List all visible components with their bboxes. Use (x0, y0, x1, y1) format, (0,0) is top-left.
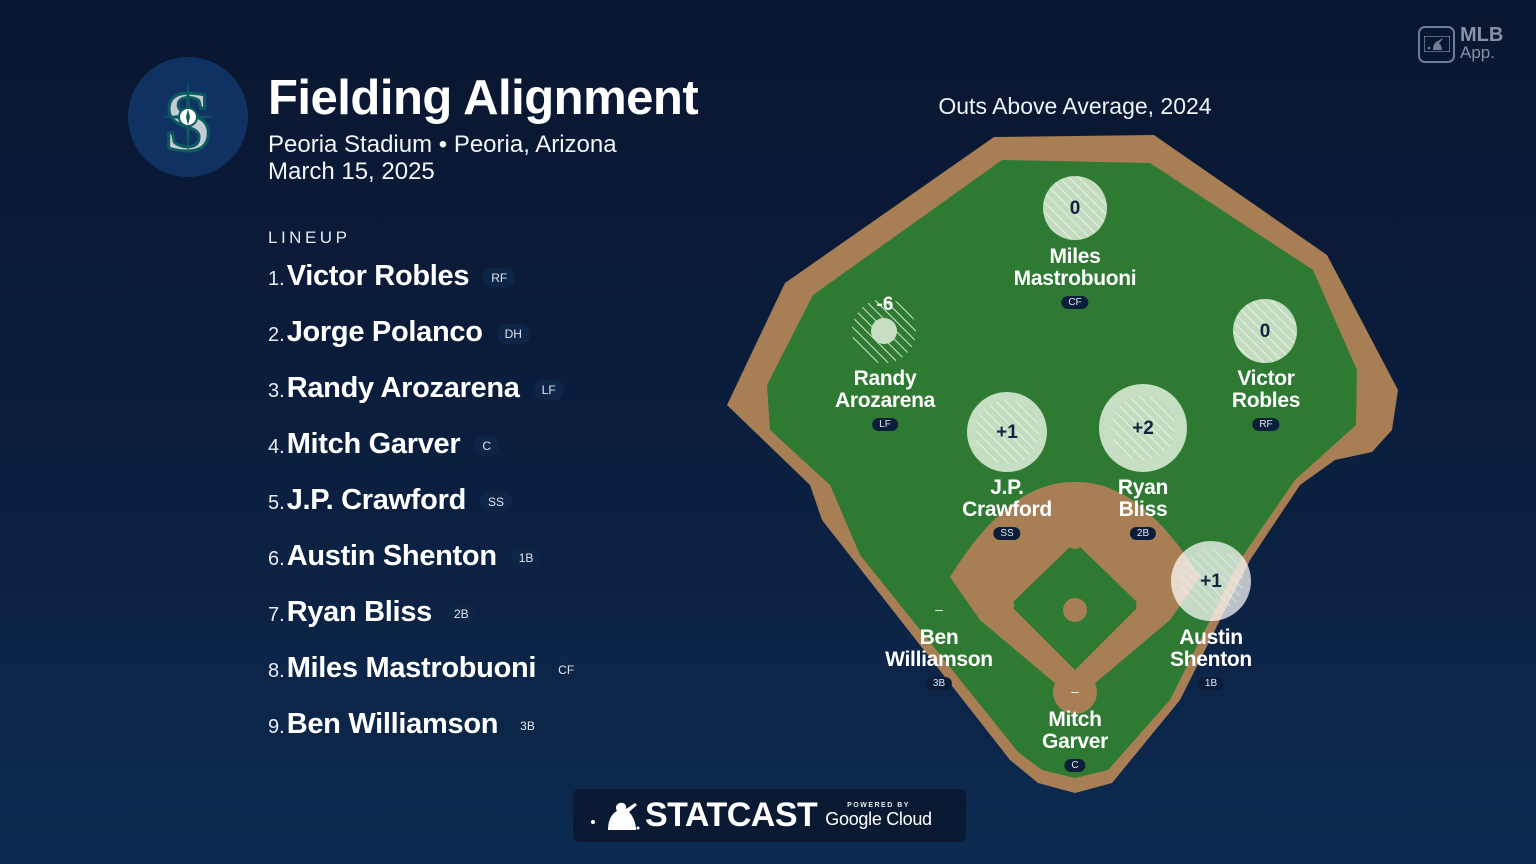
oaa-value-ss: +1 (996, 422, 1018, 443)
team-logo: S (128, 57, 248, 177)
oaa-value-c: – (1071, 683, 1079, 699)
oaa-value-1b: +1 (1200, 571, 1222, 592)
position-badge: 1B (510, 548, 542, 568)
oaa-value-2b: +2 (1132, 418, 1154, 439)
oaa-value-cf: 0 (1069, 198, 1081, 219)
field-player-3b: Ben Williamson (885, 626, 993, 671)
position-badge: LF (533, 380, 564, 400)
batting-order: 4. (268, 436, 285, 458)
lineup-item: 6. Austin Shenton 1B (268, 540, 542, 580)
player-name: Ben Williamson (286, 708, 499, 740)
app-text: App. (1460, 43, 1495, 62)
player-name: Randy Arozarena (286, 372, 520, 404)
batting-order: 9. (268, 716, 285, 738)
position-badge: C (474, 436, 500, 456)
date-text: March 15, 2025 (268, 158, 435, 185)
batting-order: 8. (268, 660, 285, 682)
pitchers-mound (1063, 598, 1087, 622)
player-name: Austin Shenton (286, 540, 497, 572)
mlb-app-logo: MLB App. (1418, 25, 1503, 63)
oaa-value-lf: -6 (876, 294, 894, 315)
powered-by-text: POWERED BY (847, 801, 910, 809)
position-badge: DH (496, 324, 530, 344)
batting-order: 3. (268, 380, 285, 402)
position-badge: CF (550, 660, 583, 680)
lineup-item: 1. Victor Robles RF (268, 260, 516, 300)
player-name: Victor Robles (286, 260, 470, 292)
oaa-title: Outs Above Average, 2024 (938, 93, 1212, 119)
lineup-item: 8. Miles Mastrobuoni CF (268, 652, 583, 692)
field-player-cf: Miles Mastrobuoni (1013, 245, 1137, 290)
mlb-text: MLB (1460, 24, 1504, 46)
field-player-ss: J.P. Crawford (962, 476, 1052, 521)
field-pos-c: C (1064, 759, 1086, 772)
player-name: Mitch Garver (286, 428, 461, 460)
oaa-marker-cf (1043, 176, 1107, 240)
mlb-batter-icon (1418, 25, 1455, 63)
position-badge: RF (483, 268, 516, 288)
mlb-batter-icon (608, 802, 640, 830)
field-player-c: Mitch Garver (1042, 708, 1108, 753)
field-pos-ss: SS (993, 527, 1021, 540)
position-badge: SS (479, 492, 512, 512)
lineup-item: 2. Jorge Polanco DH (268, 316, 530, 356)
home-plate-area (1053, 670, 1097, 714)
batting-order: 1. (268, 268, 285, 290)
venue-text: Peoria Stadium • Peoria, Arizona (268, 131, 617, 158)
lineup-item: 7. Ryan Bliss 2B (268, 596, 477, 636)
lineup-header: LINEUP (268, 228, 351, 247)
player-name: Miles Mastrobuoni (286, 652, 537, 684)
field-pos-2b: 2B (1129, 527, 1157, 540)
lineup-item: 3. Randy Arozarena LF (268, 372, 564, 412)
position-badge: 3B (512, 716, 543, 736)
field-player-lf: Randy Arozarena (834, 367, 936, 412)
position-badge: 2B (445, 604, 477, 624)
field-pos-3b: 3B (925, 677, 953, 690)
batting-order: 2. (268, 324, 285, 346)
lineup-item: 9. Ben Williamson 3B (268, 708, 543, 748)
player-name: J.P. Crawford (286, 484, 467, 516)
player-name: Ryan Bliss (286, 596, 433, 628)
field-player-2b: Ryan Bliss (1117, 476, 1169, 521)
lineup-item: 5. J.P. Crawford SS (268, 484, 512, 524)
oaa-value-3b: – (935, 601, 943, 617)
game-info: Peoria Stadium • Peoria, Arizona March 1… (268, 131, 617, 185)
mariners-s-icon: S (162, 72, 214, 171)
oaa-marker-rf (1233, 299, 1297, 363)
statcast-wordmark: STATCAST (645, 796, 818, 834)
statcast-banner: STATCAST POWERED BY Google Cloud (573, 789, 966, 842)
batting-order: 5. (268, 492, 285, 514)
field-pos-lf: LF (872, 418, 898, 431)
player-name: Jorge Polanco (286, 316, 483, 348)
page-title: Fielding Alignment (268, 71, 699, 125)
oaa-value-rf: 0 (1259, 321, 1271, 342)
field-pos-cf: CF (1061, 296, 1089, 309)
field-pos-1b: 1B (1197, 677, 1225, 690)
outfield-grass (767, 160, 1357, 778)
batting-order: 7. (268, 604, 285, 626)
field-player-1b: Austin Shenton (1170, 626, 1252, 671)
batting-order: 6. (268, 548, 285, 570)
google-cloud-text: Google Cloud (825, 808, 932, 829)
field-player-rf: Victor Robles (1231, 367, 1301, 412)
field-pos-rf: RF (1252, 418, 1280, 431)
dot-icon (591, 819, 595, 824)
powered-by-google-cloud: POWERED BY Google Cloud (825, 801, 932, 830)
lineup-item: 4. Mitch Garver C (268, 428, 500, 468)
